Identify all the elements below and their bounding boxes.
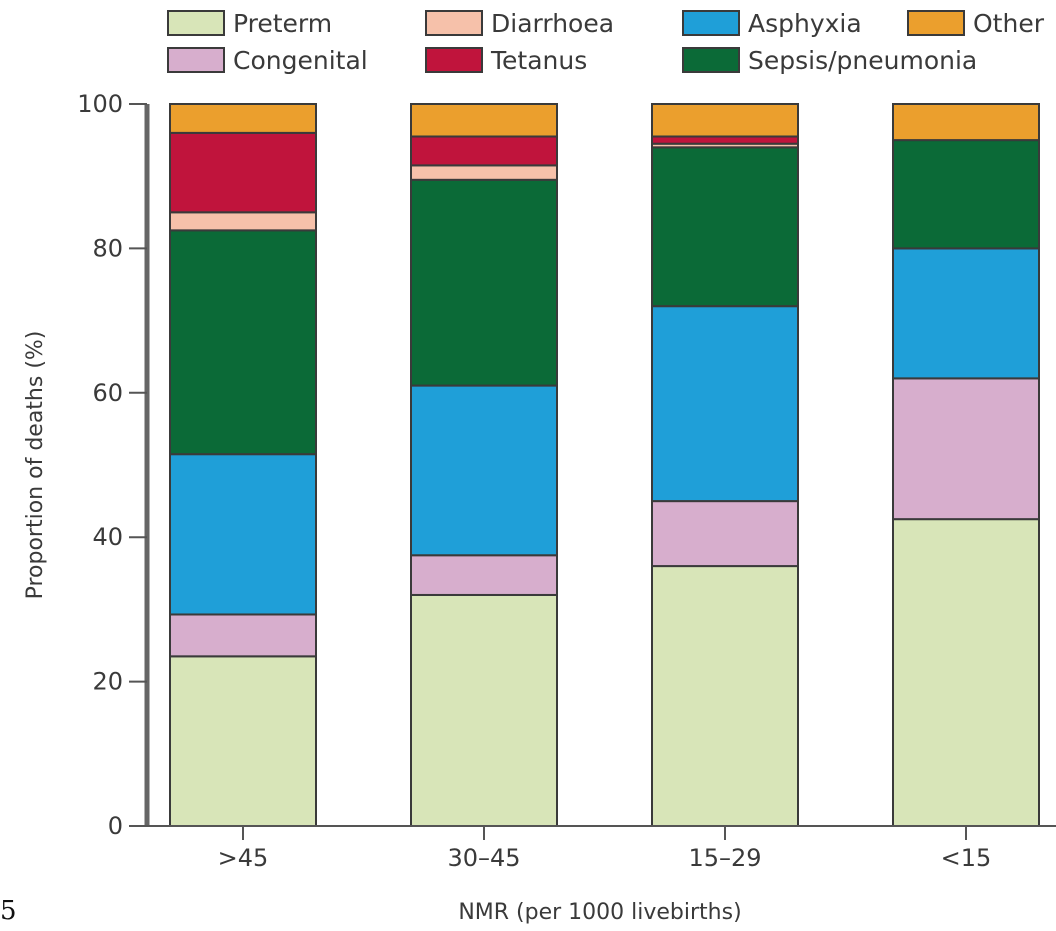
legend-swatch-congenital (167, 47, 225, 73)
legend-item-preterm: Preterm (167, 9, 332, 38)
x-tick-label-15-29: 15–29 (688, 844, 761, 872)
y-tick-label-80: 80 (92, 234, 123, 262)
bars (169, 103, 1040, 828)
bar-15-29-asphyxia (651, 305, 799, 503)
bar-15-29-tetanus (651, 135, 799, 145)
bar-30-45-tetanus (410, 135, 558, 167)
y-tick-label-40: 40 (92, 523, 123, 551)
legend-item-asphyxia: Asphyxia (682, 9, 862, 38)
bar-30-45-asphyxia (410, 384, 558, 557)
bar-30-45-sepsis-pneumonia (410, 178, 558, 387)
bar-45-asphyxia (169, 453, 317, 616)
y-axis: 0 20 40 60 80 100 (77, 90, 150, 840)
x-tick-label-45: >45 (218, 844, 269, 872)
x-axis-label: NMR (per 1000 livebirths) (458, 900, 741, 925)
legend-swatch-sepsis-pneumonia (682, 47, 740, 73)
legend-label-congenital: Congenital (233, 46, 368, 75)
bar-30-45-other (410, 103, 558, 138)
bar-15-congenital (892, 377, 1040, 521)
bar-15-29-other (651, 103, 799, 138)
legend-swatch-asphyxia (682, 10, 740, 36)
legend-swatch-tetanus (425, 47, 483, 73)
bar-15-29-preterm (651, 565, 799, 828)
legend-label-asphyxia: Asphyxia (748, 9, 862, 38)
bar-45-tetanus (169, 131, 317, 214)
legend-label-sepsis-pneumonia: Sepsis/pneumonia (748, 46, 977, 75)
legend-label-diarrhoea: Diarrhoea (491, 9, 614, 38)
legend-swatch-other (907, 10, 965, 36)
bar-45-other (169, 103, 317, 134)
bar-45-diarrhoea (169, 211, 317, 232)
bar-15-sepsis-pneumonia (892, 139, 1040, 250)
legend-label-preterm: Preterm (233, 9, 332, 38)
corner-mark: 5 (0, 896, 17, 926)
y-tick-label-20: 20 (92, 668, 123, 696)
legend: Preterm Diarrhoea Asphyxia Other Congenital T… (167, 9, 1045, 75)
y-tick-label-60: 60 (92, 379, 123, 407)
bar-30-45-preterm (410, 593, 558, 828)
x-axis: >45 30–45 15–29 <15 (147, 825, 1056, 872)
bar-15-29-sepsis-pneumonia (651, 146, 799, 308)
legend-swatch-diarrhoea (425, 10, 483, 36)
legend-item-tetanus: Tetanus (425, 46, 587, 75)
legend-swatch-preterm (167, 10, 225, 36)
legend-item-congenital: Congenital (167, 46, 368, 75)
y-tick-label-0: 0 (108, 812, 123, 840)
bar-15-preterm (892, 518, 1040, 828)
bar-15-29-congenital (651, 500, 799, 568)
x-tick-label-15: <15 (941, 844, 992, 872)
legend-item-other: Other (907, 9, 1045, 38)
legend-label-tetanus: Tetanus (490, 46, 587, 75)
bar-45-sepsis-pneumonia (169, 229, 317, 456)
bar-15-asphyxia (892, 247, 1040, 380)
legend-item-diarrhoea: Diarrhoea (425, 9, 614, 38)
legend-label-other: Other (973, 9, 1045, 38)
bar-30-45-diarrhoea (410, 164, 558, 181)
bar-15-other (892, 103, 1040, 142)
y-tick-label-100: 100 (77, 90, 123, 118)
bar-45-preterm (169, 655, 317, 828)
x-tick-label-30-45: 30–45 (447, 844, 520, 872)
bar-30-45-congenital (410, 554, 558, 596)
bar-45-congenital (169, 613, 317, 658)
legend-item-sepsis-pneumonia: Sepsis/pneumonia (682, 46, 977, 75)
y-axis-label: Proportion of deaths (%) (23, 331, 48, 600)
